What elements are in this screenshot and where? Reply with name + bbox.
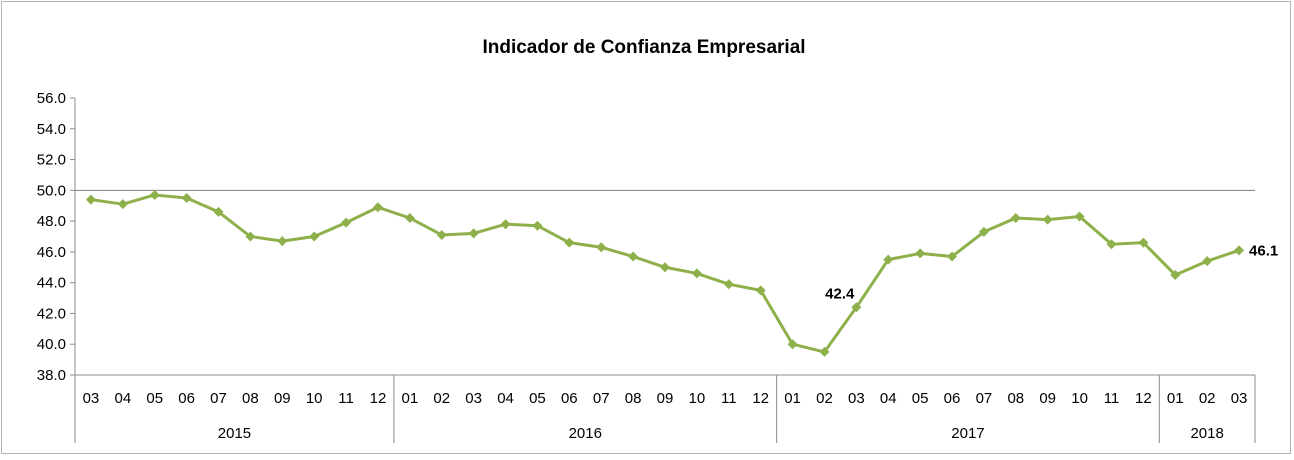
- x-axis: 03 04 05 06 07 08 09 10 11 12 01 02 03 04 05 06 07 08 09 10…: [74, 374, 1256, 443]
- data-labels: 42.4 46.1: [825, 242, 1278, 302]
- data-point: [691, 268, 702, 279]
- month-tick-label: 04: [880, 390, 897, 407]
- month-tick-label: 02: [1199, 390, 1216, 407]
- month-tick-label: 10: [689, 390, 706, 407]
- month-tick-label: 07: [210, 390, 227, 407]
- month-tick-label: 10: [1071, 390, 1088, 407]
- month-tick-label: 12: [752, 390, 769, 407]
- y-tick-label: 46.0: [37, 244, 66, 261]
- y-tick-label: 52.0: [37, 152, 66, 169]
- month-tick-label: 05: [912, 390, 929, 407]
- data-point: [500, 219, 511, 230]
- year-label: 2015: [218, 425, 251, 442]
- month-tick-label: 11: [338, 390, 354, 407]
- data-point: [1042, 214, 1053, 225]
- month-tick-label: 05: [146, 390, 163, 407]
- month-tick-label: 09: [1039, 390, 1056, 407]
- month-tick-label: 03: [1231, 390, 1248, 407]
- month-tick-label: 03: [83, 390, 100, 407]
- data-point: [819, 346, 830, 357]
- month-tick-label: 12: [370, 390, 387, 407]
- data-point: [755, 285, 766, 296]
- month-tick-label: 01: [784, 390, 801, 407]
- series-path: [90, 193, 1240, 354]
- y-tick-label: 42.0: [37, 305, 66, 322]
- data-point: [372, 202, 383, 213]
- data-point: [341, 217, 352, 228]
- month-tick-label: 03: [848, 390, 865, 407]
- month-tick-label: 12: [1135, 390, 1152, 407]
- month-tick-label: 06: [561, 390, 578, 407]
- data-point: [181, 193, 192, 204]
- data-point: [660, 262, 670, 273]
- data-point: [596, 242, 607, 253]
- month-tick-label: 02: [816, 390, 833, 407]
- data-point: [309, 231, 320, 242]
- month-tick-label: 09: [274, 390, 291, 407]
- data-point: [1010, 213, 1021, 224]
- data-label: 46.1: [1249, 242, 1278, 259]
- data-point: [149, 189, 160, 200]
- month-tick-label: 07: [976, 390, 993, 407]
- y-axis: 56.0 54.0 52.0 50.0 48.0 46.0 44.0 42.0 40.0 38.0: [37, 90, 1255, 384]
- series-line: [85, 189, 1245, 357]
- month-tick-label: 06: [178, 390, 195, 407]
- month-tick-label: 11: [1104, 390, 1120, 407]
- month-tick-label: 11: [721, 390, 737, 407]
- data-point: [245, 231, 256, 242]
- year-label: 2017: [951, 425, 984, 442]
- data-point: [117, 199, 128, 210]
- month-tick-label: 01: [402, 390, 419, 407]
- month-tick-label: 09: [657, 390, 674, 407]
- data-point: [436, 229, 447, 240]
- y-tick-label: 50.0: [37, 182, 66, 199]
- year-label: 2016: [569, 425, 602, 442]
- month-tick-label: 05: [529, 390, 546, 407]
- data-point: [532, 220, 543, 231]
- y-tick-label: 48.0: [37, 213, 66, 230]
- data-point: [1138, 237, 1149, 248]
- data-point: [628, 251, 639, 262]
- data-point: [85, 194, 96, 205]
- y-tick-label: 44.0: [37, 275, 66, 292]
- data-point: [787, 339, 798, 350]
- data-point: [404, 213, 415, 224]
- data-point: [468, 228, 479, 239]
- y-tick-label: 38.0: [37, 367, 66, 384]
- data-label: 42.4: [825, 285, 855, 302]
- chart-title: Indicador de Confianza Empresarial: [482, 37, 805, 58]
- month-tick-label: 04: [114, 390, 131, 407]
- data-point: [915, 248, 926, 259]
- month-tick-label: 02: [433, 390, 450, 407]
- month-tick-label: 10: [306, 390, 323, 407]
- y-tick-label: 54.0: [37, 121, 66, 138]
- data-point: [1074, 211, 1085, 222]
- data-point: [564, 237, 575, 248]
- month-tick-label: 08: [1007, 390, 1024, 407]
- data-point: [1202, 256, 1213, 267]
- data-point: [978, 226, 989, 237]
- month-tick-label: 03: [465, 390, 482, 407]
- data-point: [277, 236, 288, 247]
- data-point: [883, 254, 894, 265]
- data-point: [851, 302, 862, 313]
- month-tick-label: 04: [497, 390, 514, 407]
- month-tick-label: 06: [944, 390, 961, 407]
- data-point: [723, 279, 734, 290]
- month-tick-label: 08: [625, 390, 642, 407]
- y-tick-label: 40.0: [37, 336, 66, 353]
- data-point: [1106, 239, 1117, 250]
- month-tick-label: 01: [1167, 390, 1184, 407]
- data-point: [213, 206, 224, 217]
- data-point: [1170, 269, 1181, 280]
- month-tick-label: 08: [242, 390, 259, 407]
- y-tick-label: 56.0: [37, 90, 66, 107]
- data-point: [1234, 245, 1245, 256]
- data-point: [947, 251, 958, 262]
- year-label: 2018: [1190, 425, 1223, 442]
- month-tick-label: 07: [593, 390, 610, 407]
